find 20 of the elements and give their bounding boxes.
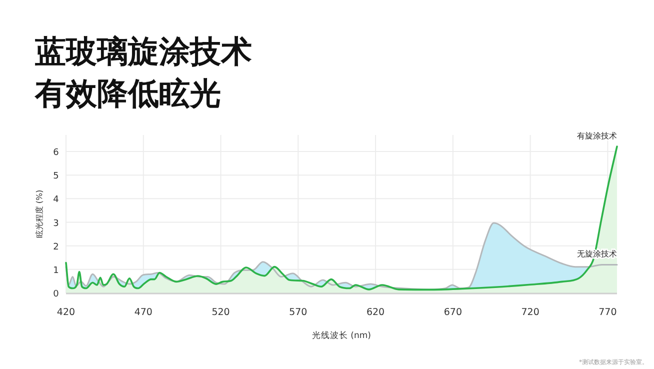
x-tick-label: 470 [134,307,152,318]
x-tick-label: 770 [598,307,617,318]
y-tick-label: 4 [53,195,60,206]
x-tick-label: 670 [444,307,462,318]
series-label: 有旋涂技术 [577,132,617,141]
chart-subtitle: 有效降低眩光 [34,76,221,112]
y-tick-label: 2 [53,242,59,252]
x-tick-label: 720 [521,307,540,318]
chart-title: 蓝玻璃旋涂技术 [35,34,252,70]
x-tick-label: 520 [212,307,230,318]
x-tick-label: 620 [366,307,385,318]
y-tick-label: 6 [53,148,60,158]
x-tick-label: 420 [56,307,76,318]
y-tick-label: 5 [53,172,59,182]
y-tick-label: 1 [53,266,59,276]
y-axis-title: 眩光程度 (%) [35,190,44,238]
y-tick-label: 3 [53,218,59,229]
x-tick-label: 570 [289,307,308,318]
x-axis-title: 光线波长 (nm) [312,330,372,341]
y-tick-label: 0 [53,290,60,300]
